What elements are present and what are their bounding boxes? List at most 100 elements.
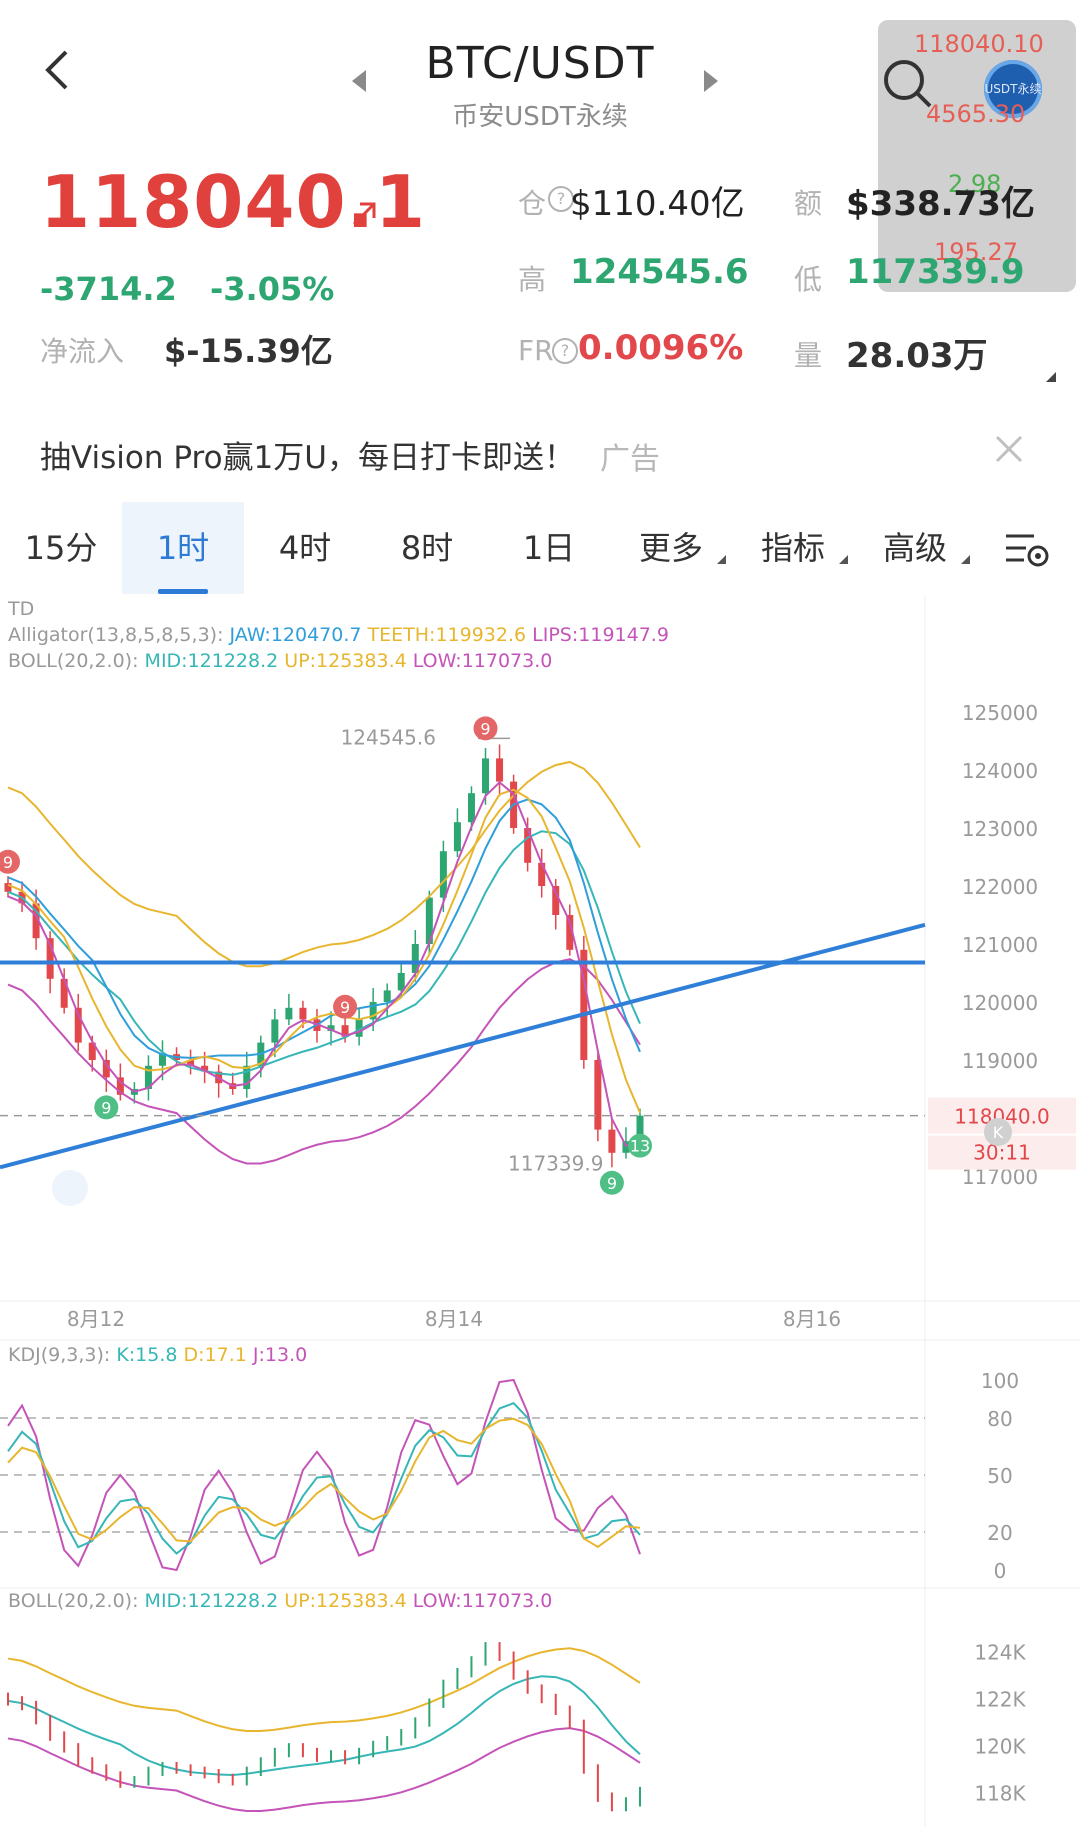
widget-value-3: 2.98 bbox=[948, 170, 1002, 198]
boll-mid-line bbox=[7, 830, 641, 1076]
tab-advanced[interactable]: 高级 bbox=[854, 502, 976, 594]
candle bbox=[327, 1025, 335, 1031]
boll-mid: MID:121228.2 bbox=[144, 650, 279, 672]
alligator-jaw: JAW:120470.7 bbox=[229, 624, 362, 646]
candle bbox=[46, 938, 54, 979]
low-marker-label: 117339.9 bbox=[508, 1151, 603, 1175]
prev-symbol-button[interactable] bbox=[352, 70, 366, 96]
floating-price-widget[interactable]: 118040.10 USDT永续 4565.30 2.98 195.27 bbox=[878, 20, 1076, 292]
kdj-y-tick: 80 bbox=[987, 1407, 1012, 1431]
candle bbox=[144, 1065, 152, 1089]
tab-4h[interactable]: 4时 bbox=[244, 502, 366, 594]
td-badge-label: 9 bbox=[340, 998, 350, 1017]
candle bbox=[201, 1065, 209, 1072]
kdj-legend: KDJ(9,3,3): K:15.8 D:17.1 J:13.0 bbox=[8, 1344, 307, 1366]
candle bbox=[102, 1060, 110, 1078]
candle bbox=[636, 1115, 644, 1142]
td-badge-label: 9 bbox=[3, 853, 13, 872]
candle bbox=[383, 990, 391, 1002]
tab-label: 高级 bbox=[882, 529, 947, 567]
page-title[interactable]: BTC/USDT bbox=[425, 38, 655, 89]
x-tick-label: 8月14 bbox=[425, 1307, 483, 1331]
boll-label: BOLL(20,2.0): bbox=[8, 650, 139, 672]
kdj-y-tick: 50 bbox=[987, 1464, 1012, 1488]
candle bbox=[467, 793, 475, 823]
candle bbox=[594, 1060, 602, 1130]
candle bbox=[32, 903, 40, 939]
td-badge-label: 9 bbox=[101, 1098, 111, 1117]
tab-indicators[interactable]: 指标 bbox=[732, 502, 854, 594]
y-tick-label: 121000 bbox=[962, 933, 1038, 957]
low-label: 低 bbox=[794, 263, 823, 296]
y-tick-label: 122000 bbox=[962, 875, 1038, 899]
td-badge bbox=[599, 1170, 624, 1195]
candle bbox=[425, 897, 433, 944]
funding-info-icon[interactable]: ? bbox=[552, 338, 578, 364]
low-value: 117339.9 bbox=[846, 252, 1025, 292]
candle bbox=[60, 978, 68, 1008]
widget-label: USDT永续 bbox=[984, 82, 1042, 96]
widget-avatar: USDT永续 bbox=[984, 60, 1042, 118]
boll-panel-y-tick: 124K bbox=[974, 1641, 1026, 1665]
price-direction-icon bbox=[350, 200, 378, 232]
tab-8h[interactable]: 8时 bbox=[366, 502, 488, 594]
td-legend: TD bbox=[8, 598, 35, 620]
tab-label: 15分 bbox=[24, 529, 98, 567]
price-change: -3714.2 bbox=[40, 270, 177, 308]
back-arrow-icon bbox=[45, 50, 68, 90]
candle bbox=[482, 758, 490, 794]
boll-panel-label: BOLL(20,2.0): bbox=[8, 1590, 139, 1612]
net-inflow-label: 净流入 bbox=[40, 335, 125, 368]
open-interest-label: 仓 bbox=[518, 187, 547, 220]
candle bbox=[74, 1007, 82, 1043]
funding-rate-label: FR bbox=[518, 334, 554, 367]
tab-1h[interactable]: 1时 bbox=[122, 502, 244, 594]
search-button[interactable] bbox=[880, 56, 936, 112]
boll-low: LOW:117073.0 bbox=[412, 650, 553, 672]
candle bbox=[4, 883, 12, 892]
next-symbol-button[interactable] bbox=[704, 70, 718, 96]
tab-label: 1时 bbox=[156, 529, 210, 567]
dropdown-triangle-icon bbox=[717, 555, 726, 564]
turnover-value: $338.73亿 bbox=[846, 184, 1035, 224]
boll-panel-y-tick: 120K bbox=[974, 1735, 1026, 1759]
candle bbox=[341, 1025, 349, 1037]
net-inflow-value: $-15.39亿 bbox=[164, 332, 333, 370]
kdj-label: KDJ(9,3,3): bbox=[8, 1344, 111, 1366]
tab-1d[interactable]: 1日 bbox=[488, 502, 610, 594]
boll-panel-mid: MID:121228.2 bbox=[144, 1590, 279, 1612]
candle bbox=[580, 949, 588, 1060]
active-tab-indicator bbox=[158, 589, 208, 594]
widget-value-2: 4565.30 bbox=[926, 100, 1026, 128]
x-tick-label: 8月12 bbox=[67, 1307, 125, 1331]
expand-stats-icon[interactable] bbox=[1046, 372, 1056, 382]
tab-label: 指标 bbox=[760, 529, 825, 567]
alligator-lips-line bbox=[7, 781, 641, 1148]
candle bbox=[88, 1042, 96, 1060]
chart-settings-button[interactable] bbox=[1004, 528, 1052, 572]
tab-label: 4时 bbox=[278, 529, 332, 567]
tab-more[interactable]: 更多 bbox=[610, 502, 732, 594]
td-badge bbox=[333, 994, 358, 1019]
ad-banner[interactable]: 抽Vision Pro赢1万U，每日打卡即送！ 广告 bbox=[0, 420, 1080, 484]
turnover-label: 额 bbox=[794, 187, 823, 220]
boll-legend: BOLL(20,2.0): MID:121228.2 UP:125383.4 L… bbox=[8, 650, 552, 672]
widget-value-4: 195.27 bbox=[934, 238, 1018, 266]
tab-15m[interactable]: 15分 bbox=[0, 502, 122, 594]
boll-panel-y-tick: 122K bbox=[974, 1688, 1026, 1712]
td-badge bbox=[0, 849, 20, 874]
tab-label: 8时 bbox=[400, 529, 454, 567]
kdj-y-tick: 0 bbox=[994, 1559, 1007, 1583]
high-label: 高 bbox=[518, 263, 547, 296]
back-button[interactable] bbox=[38, 48, 78, 92]
boll-panel-legend: BOLL(20,2.0): MID:121228.2 UP:125383.4 L… bbox=[8, 1590, 552, 1612]
open-interest-info-icon[interactable]: ? bbox=[548, 186, 574, 212]
alligator-jaw-line bbox=[7, 798, 641, 1059]
alligator-teeth-line bbox=[7, 788, 641, 1114]
candle bbox=[552, 886, 560, 915]
volume-value: 28.03万 bbox=[846, 336, 988, 376]
ad-close-button[interactable] bbox=[994, 434, 1024, 464]
open-interest-value: $110.40亿 bbox=[570, 184, 745, 224]
candle bbox=[243, 1065, 251, 1089]
price-chart[interactable]: 125000 124000 123000 122000 121000 120000 1190… bbox=[0, 596, 1080, 1826]
